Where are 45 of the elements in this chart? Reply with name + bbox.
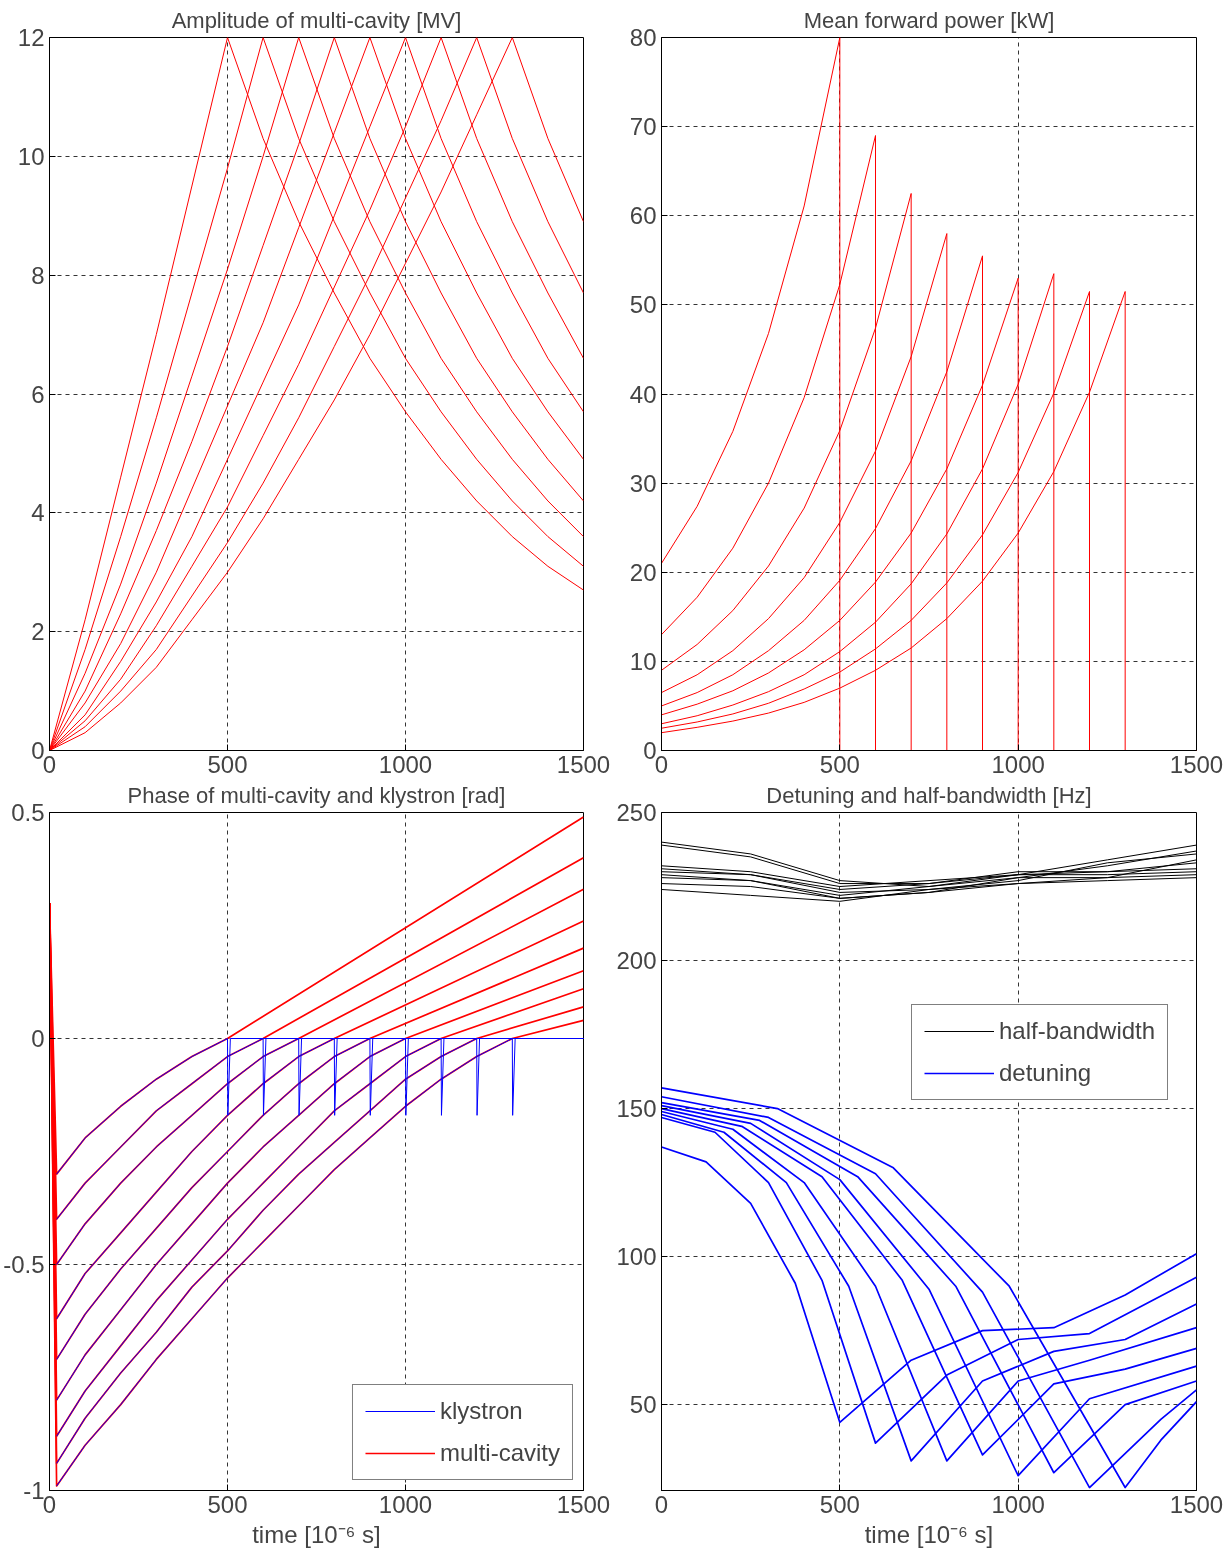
y-tick-label: 0 [31, 1025, 45, 1052]
x-axis-title: time [10⁻⁶ s] [252, 1520, 381, 1548]
y-tick-label: 0.5 [11, 799, 45, 826]
y-tick-label: 20 [629, 558, 657, 586]
chart-title: Amplitude of multi-cavity [MV] [171, 7, 462, 33]
x-tick-label: 500 [819, 1490, 860, 1518]
y-tick-label: 8 [31, 261, 45, 289]
x-tick-label: 1000 [991, 1490, 1045, 1518]
y-tick-label: 2 [31, 618, 45, 646]
x-tick-label: 500 [207, 750, 248, 778]
legend-label: detuning [999, 1059, 1092, 1087]
y-tick-label: 70 [629, 113, 657, 141]
x-tick-label: 1000 [991, 750, 1045, 778]
legend-label: klystron [439, 1397, 523, 1425]
x-tick-label: 1500 [1169, 750, 1224, 778]
x-tick-label: 500 [819, 750, 860, 778]
y-tick-label: 200 [616, 947, 657, 975]
x-tick-label: 1000 [378, 750, 433, 778]
y-tick-label: -0.5 [3, 1251, 45, 1278]
y-tick-label: 60 [629, 202, 657, 230]
y-tick-label: -1 [23, 1477, 45, 1504]
x-tick-label: 1500 [1169, 1490, 1224, 1518]
y-tick-label: 50 [629, 1391, 657, 1419]
y-tick-label: 30 [629, 469, 657, 497]
chart-title: Mean forward power [kW] [803, 7, 1055, 33]
chart-title: Phase of multi-cavity and klystron [rad] [127, 782, 506, 808]
y-tick-label: 10 [629, 647, 657, 675]
legend-label: multi-cavity [439, 1439, 560, 1467]
y-tick-label: 250 [616, 799, 657, 826]
y-tick-label: 40 [629, 380, 657, 408]
y-tick-label: 100 [616, 1243, 657, 1271]
chart-title: Detuning and half-bandwidth [Hz] [766, 782, 1092, 808]
x-tick-label: 1500 [556, 750, 611, 778]
legend-label: half-bandwidth [999, 1017, 1156, 1045]
y-tick-label: 6 [31, 380, 45, 408]
y-tick-label: 80 [629, 24, 657, 51]
x-axis-title: time [10⁻⁶ s] [864, 1520, 994, 1548]
y-tick-label: 150 [616, 1095, 657, 1123]
x-tick-label: 1500 [556, 1490, 611, 1518]
y-tick-label: 50 [629, 291, 657, 319]
y-tick-label: 12 [17, 24, 45, 51]
y-tick-label: 4 [31, 499, 45, 527]
x-tick-label: 1000 [378, 1490, 433, 1518]
x-tick-label: 500 [207, 1490, 248, 1518]
y-tick-label: 10 [17, 142, 45, 170]
